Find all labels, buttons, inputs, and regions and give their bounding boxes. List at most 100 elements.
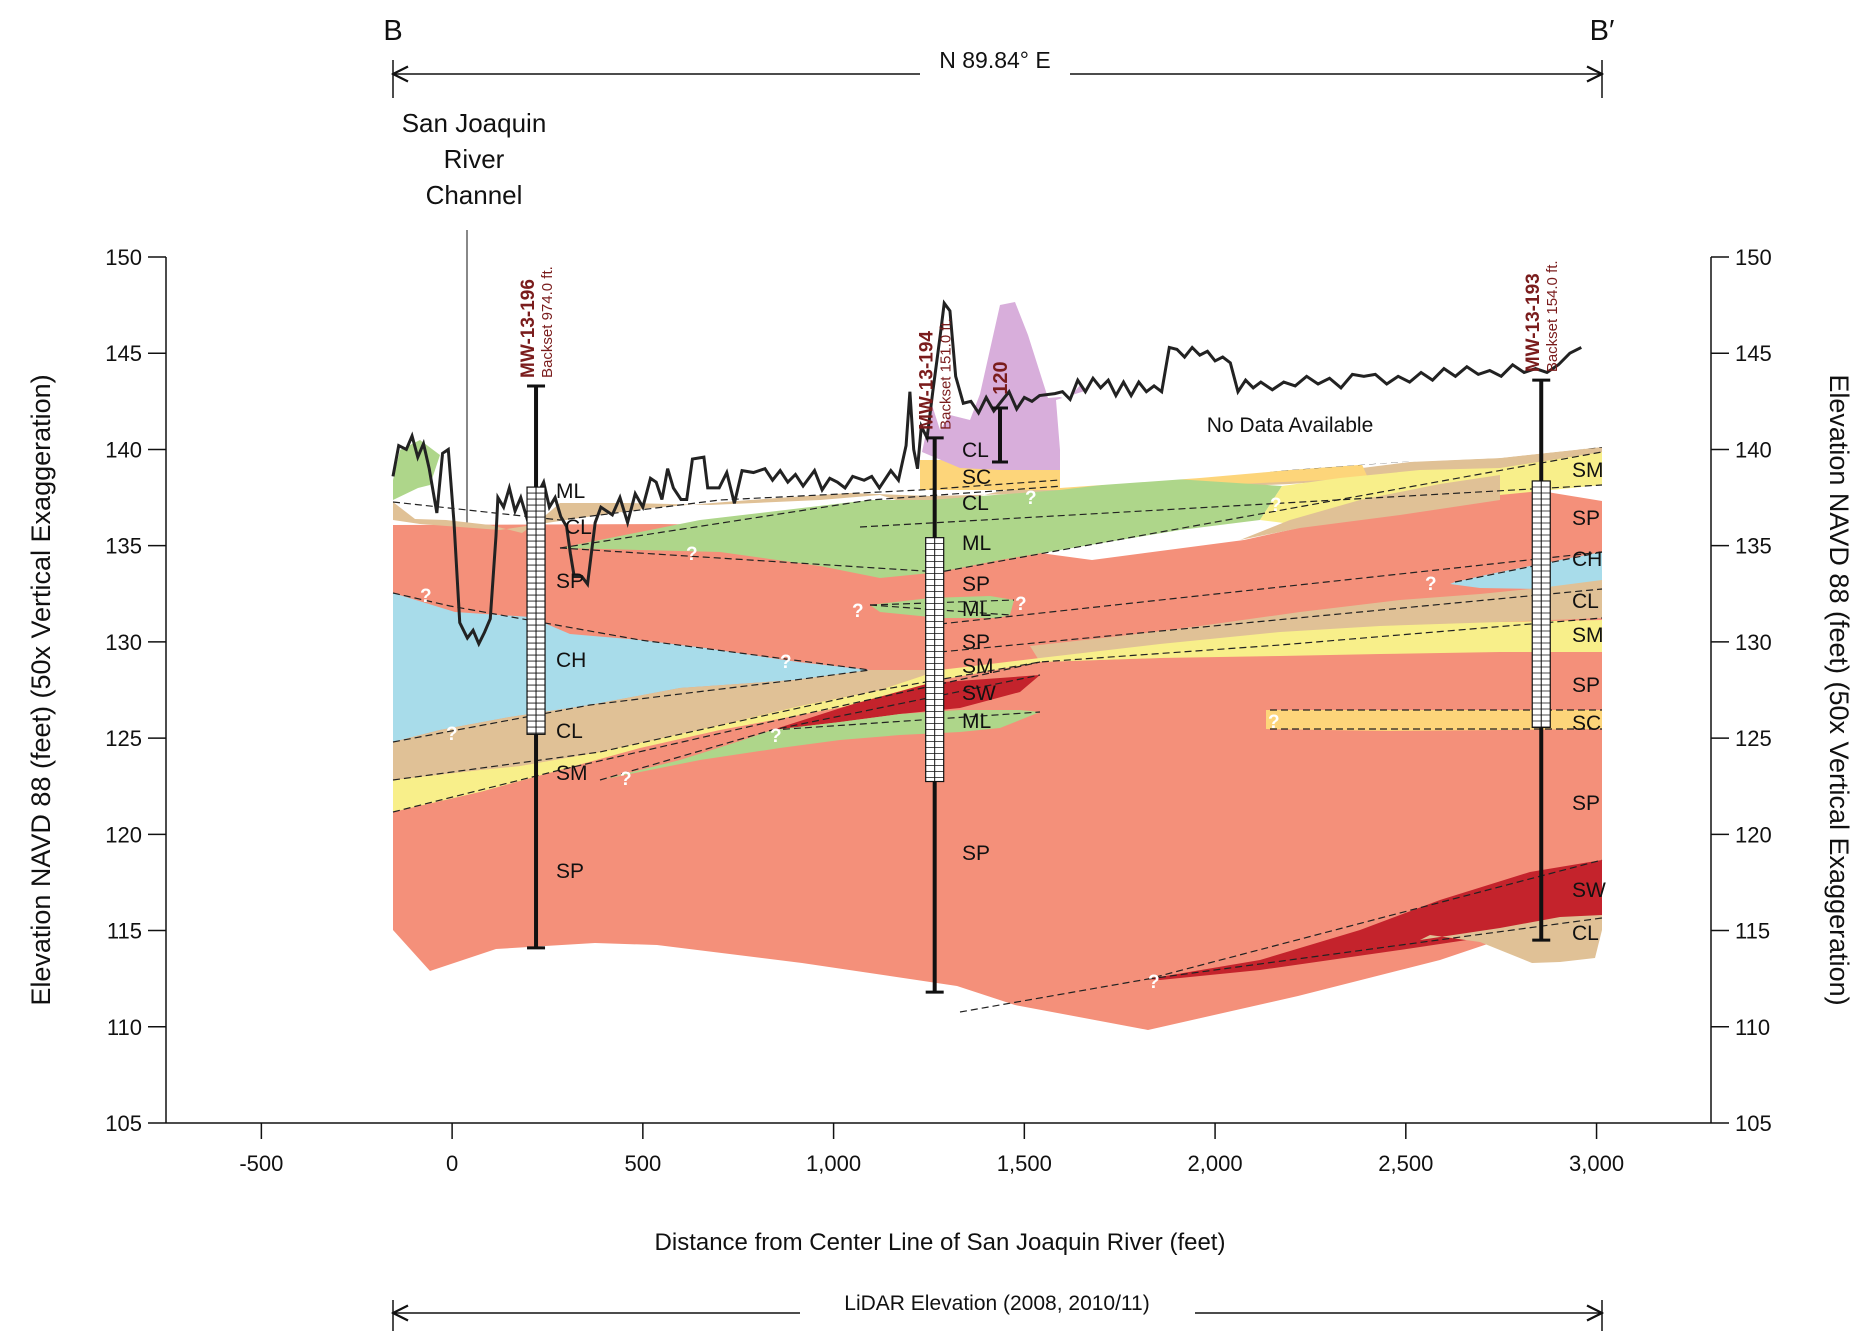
no-data-label: No Data Available	[1207, 414, 1374, 437]
x-tick-label: 2,000	[1188, 1151, 1243, 1176]
label-196-sp2: SP	[556, 860, 584, 883]
y-tick-label-left: 125	[105, 726, 142, 751]
y-tick-label-right: 135	[1735, 534, 1772, 559]
x-ticks: -500 0 500 1,000 1,500 2,000 2,500 3,000	[239, 1123, 1624, 1176]
label-193-cl: CL	[1572, 590, 1599, 613]
label-194-ml: ML	[962, 532, 991, 555]
contact-sw-base	[771, 711, 1041, 731]
label-194-sm: SM	[962, 655, 994, 678]
y-tick-label-right: 115	[1735, 919, 1770, 944]
well-id-label: MW-13-196	[518, 279, 539, 378]
label-194-cl2: CL	[962, 492, 989, 515]
contact-sm-base	[392, 661, 1041, 813]
label-194-sc: SC	[962, 466, 991, 489]
x-tick-label: 0	[446, 1151, 458, 1176]
unit-cl-mid	[393, 670, 940, 780]
label-194-ml3: ML	[962, 710, 991, 733]
contact-ml-top	[559, 446, 1603, 549]
y-tick-label-left: 105	[105, 1111, 142, 1136]
contact-cl-base	[392, 617, 1603, 781]
label-194-sp2: SP	[962, 631, 990, 654]
label-193-cl2: CL	[1572, 922, 1599, 945]
unit-sm-band	[393, 620, 1602, 812]
contact-cl-top	[392, 446, 1603, 521]
x-tick-label: 3,000	[1569, 1151, 1624, 1176]
y-tick-label-right: 130	[1735, 630, 1772, 655]
question-mark: ?	[1425, 574, 1437, 595]
y-tick-label-right: 140	[1735, 437, 1772, 462]
label-194-sw: SW	[962, 682, 996, 705]
label-196-ch: CH	[556, 649, 586, 672]
well-id-label: MW-13-193	[1523, 273, 1544, 372]
y-tick-label-left: 135	[105, 534, 142, 559]
question-mark: ?	[1148, 972, 1160, 993]
no-data-area	[1056, 366, 1602, 488]
y-axis-title-right: Elevation NAVD 88 (feet) (50x Vertical E…	[1824, 374, 1854, 1005]
y-tick-label-left: 130	[105, 630, 142, 655]
unit-ml-wedge	[560, 478, 1282, 578]
contact-right-sp	[939, 551, 1603, 625]
x-tick-label: 1,000	[806, 1151, 861, 1176]
uncertain-contacts: ? ? ? ? ? ? ? ? ? ? ? ? ?	[420, 488, 1437, 993]
section-start-label: B	[383, 15, 402, 47]
y-ticks: 105 105 110 110 115 115 120 120 125 125 130 130 135 1…	[105, 245, 1771, 1136]
y-axis-title-left: Elevation NAVD 88 (feet) (50x Vertical E…	[26, 374, 56, 1005]
unit-ch-left	[393, 593, 870, 742]
unit-ml-top-left	[393, 440, 440, 500]
unit-labels-193: SM SP CH CL SM SP SC SP SW CL	[1572, 459, 1606, 945]
y-tick-label-left: 150	[105, 245, 142, 270]
x-tick-label: -500	[239, 1151, 283, 1176]
y-tick-label-right: 125	[1735, 726, 1772, 751]
question-mark: ?	[852, 601, 864, 622]
y-tick-label-left: 145	[105, 341, 142, 366]
contact-lines	[392, 446, 1603, 1013]
y-tick-label-left: 140	[105, 437, 142, 462]
bearing-label-bg	[920, 44, 1070, 76]
well-logs: MW-13-196 Backset 974.0 ft.MW-13-194 Backs…	[518, 260, 1561, 994]
label-194-cl: CL	[962, 439, 989, 462]
unit-labels-194: CL SC CL ML SP ML SP SM SW ML SP	[962, 439, 996, 865]
label-193-sm2: SM	[1572, 624, 1604, 647]
channel-label-line1: San Joaquin	[402, 108, 547, 138]
y-tick-label-left: 115	[107, 919, 142, 944]
well-MW-13-196[interactable]: MW-13-196 Backset 974.0 ft.	[518, 266, 556, 950]
channel-label-line2: River	[444, 144, 505, 174]
label-193-sw: SW	[1572, 879, 1606, 902]
label-196-ml: ML	[556, 480, 585, 503]
x-tick-label: 1,500	[997, 1151, 1052, 1176]
well-MW-13-194[interactable]: MW-13-194 Backset 151.0 ft.	[917, 318, 955, 994]
well-backset-label: Backset 154.0 ft.	[1544, 260, 1561, 372]
label-193-sm: SM	[1572, 459, 1604, 482]
label-193-sp3: SP	[1572, 792, 1600, 815]
contact-right-ch	[939, 588, 1603, 653]
label-193-sp2: SP	[1572, 674, 1600, 697]
y-tick-label-right: 120	[1735, 822, 1772, 847]
unit-sm-wedge-right	[1240, 475, 1500, 540]
question-mark: ?	[620, 769, 632, 790]
label-196-cl: CL	[565, 516, 592, 539]
well-id-label: MW-13-194	[917, 331, 938, 430]
well-MW-13-193[interactable]: MW-13-193 Backset 154.0 ft.	[1523, 260, 1561, 942]
label-193-ch: CH	[1572, 548, 1602, 571]
label-194-sp3: SP	[962, 842, 990, 865]
contact-sp-top	[859, 484, 1603, 528]
unit-cl-base-right	[1420, 915, 1602, 963]
elevation-marker-label: 120	[990, 361, 1012, 394]
question-mark: ?	[1015, 594, 1027, 615]
question-mark: ?	[686, 544, 698, 565]
y-tick-label-right: 145	[1735, 341, 1772, 366]
bearing-label: N 89.84° E	[939, 47, 1051, 73]
contact-ch-base	[392, 669, 871, 743]
label-194-ml2: ML	[962, 598, 991, 621]
question-mark: ?	[770, 726, 782, 747]
well-backset-label: Backset 974.0 ft.	[539, 266, 556, 378]
question-mark: ?	[1025, 488, 1037, 509]
label-193-sc: SC	[1572, 712, 1601, 735]
question-mark: ?	[1270, 495, 1282, 516]
well-backset-label: Backset 151.0 ft.	[938, 318, 955, 430]
label-196-sp: SP	[556, 570, 584, 593]
label-196-sm: SM	[556, 762, 588, 785]
x-tick-label: 2,500	[1378, 1151, 1433, 1176]
